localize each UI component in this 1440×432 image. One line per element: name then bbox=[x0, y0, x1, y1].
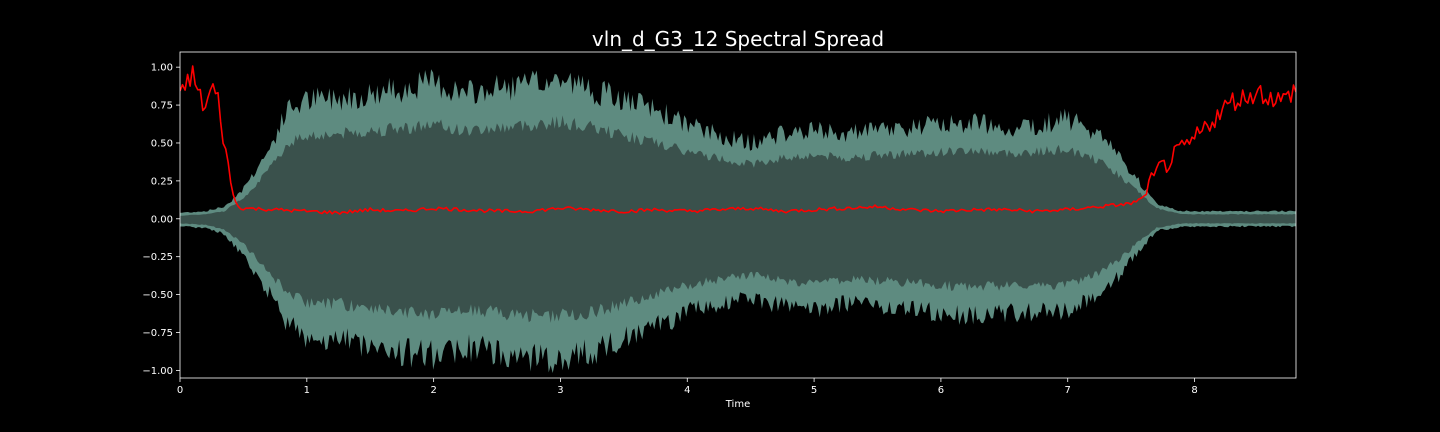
y-tick-label: 0.25 bbox=[151, 176, 173, 187]
y-tick-label: −0.75 bbox=[142, 328, 173, 339]
waveform-inner-envelope bbox=[180, 115, 1296, 323]
x-tick-label: 2 bbox=[430, 385, 436, 396]
x-tick-label: 3 bbox=[557, 385, 563, 396]
x-tick-label: 8 bbox=[1191, 385, 1197, 396]
x-axis-label: Time bbox=[725, 399, 750, 410]
x-tick-label: 6 bbox=[938, 385, 944, 396]
x-tick-label: 0 bbox=[177, 385, 183, 396]
y-tick-label: 0.75 bbox=[151, 101, 173, 112]
y-tick-label: 1.00 bbox=[151, 63, 173, 74]
x-tick-label: 4 bbox=[684, 385, 690, 396]
y-tick-label: −0.25 bbox=[142, 252, 173, 263]
y-tick-label: 0.00 bbox=[151, 214, 173, 225]
x-tick-label: 5 bbox=[811, 385, 817, 396]
axes-frame bbox=[179, 51, 1297, 379]
y-tick-label: −1.00 bbox=[142, 366, 173, 377]
spectral-spread-line bbox=[180, 65, 1296, 215]
x-tick-label: 1 bbox=[304, 385, 310, 396]
chart-title: vln_d_G3_12 Spectral Spread bbox=[592, 27, 884, 51]
axes: 0 1 2 3 4 5 6 7 8 1.00 0.75 0.50 0.25 0.00 −0.25 −0.50 −… bbox=[142, 51, 1297, 396]
plot-area bbox=[180, 65, 1296, 374]
y-tick-label: −0.50 bbox=[142, 290, 173, 301]
y-tick-label: 0.50 bbox=[151, 138, 173, 149]
x-tick-label: 7 bbox=[1065, 385, 1071, 396]
